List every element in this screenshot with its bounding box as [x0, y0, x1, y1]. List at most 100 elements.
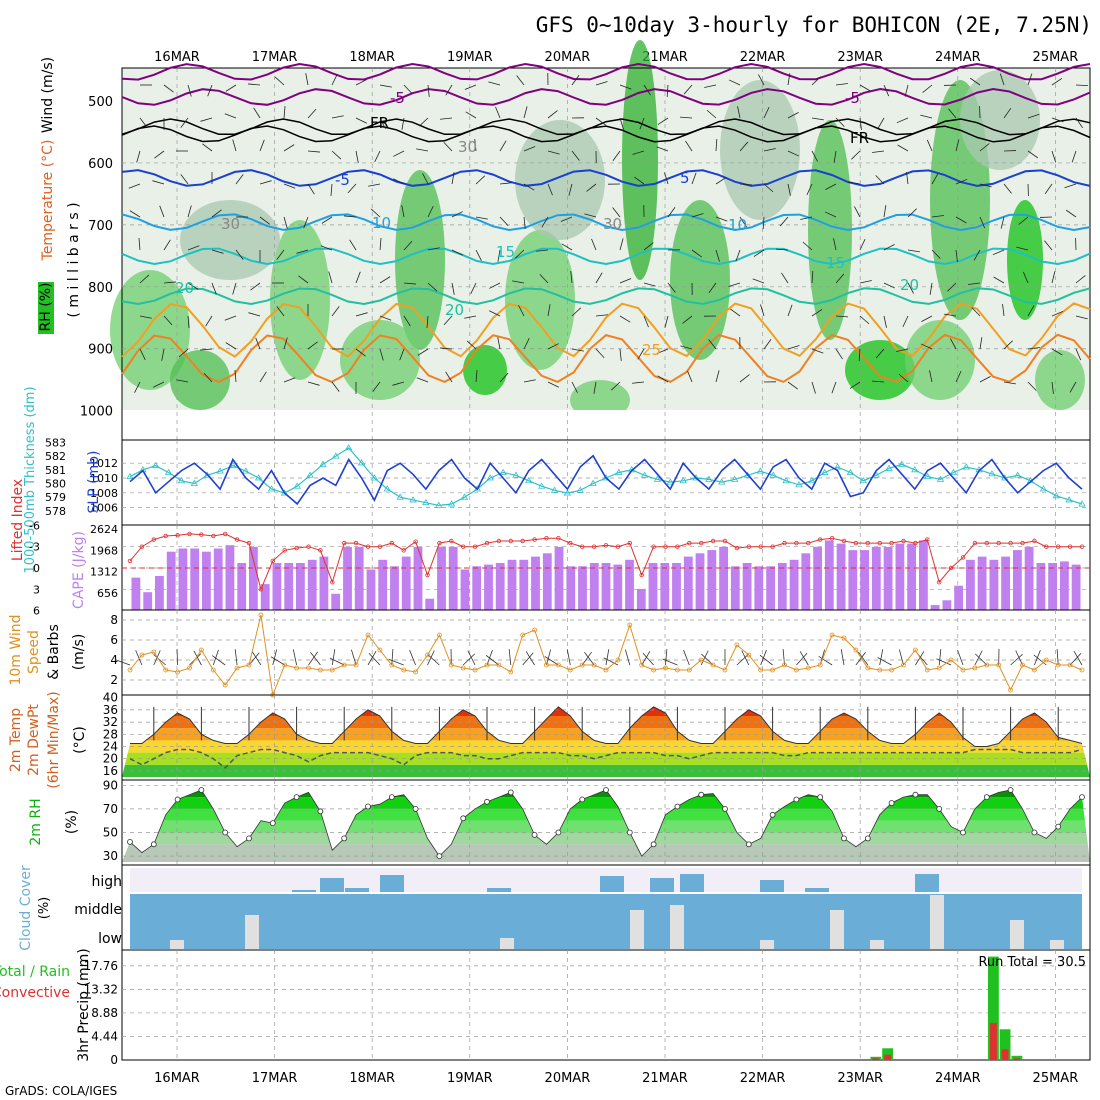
wind-speed-point [306, 665, 311, 671]
wind-barb [462, 653, 475, 666]
wind-barb [811, 348, 824, 354]
thickness-point [447, 500, 456, 507]
wind-barb [546, 649, 552, 666]
wind-speed-point [746, 652, 752, 658]
wind-barb [135, 650, 143, 666]
wind-barb [522, 652, 534, 666]
lifted-index-point [246, 540, 252, 546]
wind-barb [759, 654, 773, 666]
rh-point [127, 839, 133, 845]
thickness-point [1078, 500, 1086, 507]
isotherm-line [121, 169, 1091, 187]
cape-bar [695, 553, 705, 610]
wind-barb [586, 183, 597, 192]
cape-bar [824, 540, 834, 610]
li-tick-label: 6 [33, 605, 40, 618]
wind-barb [1027, 150, 1039, 159]
lifted-index-point [913, 540, 918, 546]
wind-barb [921, 315, 933, 322]
lifted-index-point [948, 565, 954, 571]
wind-tick-label: 2 [110, 673, 118, 687]
wind-barb [451, 172, 455, 185]
wind-barb [708, 339, 717, 350]
lifted-index-point [437, 540, 442, 546]
wind-barb [310, 652, 321, 666]
wind-barb [303, 216, 309, 229]
wind-barb [811, 271, 814, 284]
lifted-index-point [651, 544, 656, 549]
wind-barb [859, 315, 870, 325]
wind-barb [735, 249, 741, 262]
thickness-point [550, 486, 559, 493]
thickness-point [576, 486, 584, 493]
cape-bar [554, 546, 564, 610]
wind-barb [330, 183, 333, 196]
wind-barb [374, 150, 381, 162]
wind-barb [523, 338, 530, 350]
cape-bar [1036, 563, 1046, 610]
wind-speed-point [960, 667, 966, 673]
wind-speed-point [710, 662, 716, 668]
wind-barb [475, 249, 482, 261]
wind-barb [163, 281, 176, 284]
cape-bar [131, 577, 141, 610]
high-cloud-block [487, 888, 511, 892]
thickness-point [1039, 485, 1048, 492]
cape-bar [719, 546, 728, 610]
wind-barb [739, 216, 747, 228]
lifted-index-point [389, 540, 394, 546]
wind-speed-point [508, 669, 514, 675]
rh-shade [905, 320, 975, 400]
convective-bar [1013, 1058, 1021, 1060]
wind-barb [416, 148, 429, 152]
wind-barb [700, 650, 709, 666]
contour-label: 30 [458, 138, 477, 156]
wind-barb [1056, 649, 1059, 666]
thickness-point [383, 485, 392, 492]
rh-point [436, 853, 443, 859]
low-cloud-gap [245, 915, 259, 949]
rh-point [579, 796, 586, 803]
lifted-index-point [699, 540, 704, 546]
wind-barb [307, 108, 317, 119]
wind-barb [610, 381, 621, 391]
date-label-bottom: 21MAR [642, 1071, 688, 1086]
wind-barb [1027, 113, 1040, 119]
wind-barb [950, 338, 957, 350]
cape-bar [460, 569, 470, 610]
wind-barb [270, 656, 285, 666]
wind-barb [1010, 653, 1023, 666]
wind-barb [763, 339, 772, 350]
wind-barb [1003, 183, 1012, 194]
wind-barb [851, 150, 861, 160]
high-cloud-block [680, 874, 704, 892]
wind-barb [379, 84, 392, 88]
cape-bar [390, 566, 399, 610]
wind-barb [825, 183, 837, 190]
rh-point [246, 835, 252, 842]
wind-barb [499, 182, 512, 185]
date-label-bottom: 23MAR [837, 1071, 883, 1086]
low-cloud-gap [1010, 920, 1024, 949]
wind-barb [955, 139, 960, 152]
wind-barb [176, 379, 189, 383]
wind-barb [955, 249, 958, 262]
wind-barb [824, 211, 837, 218]
wind-barb [872, 380, 885, 383]
wind-barb [691, 213, 704, 218]
thickness-point [808, 476, 816, 484]
contour-label: 10 [372, 214, 391, 232]
wind-unit-label: (m/s) [71, 634, 87, 671]
high-cloud-block [345, 888, 369, 892]
wind-barb [451, 211, 463, 218]
wind-speed-point [972, 665, 978, 671]
wind-barb [896, 348, 909, 352]
wind-speed-line [129, 614, 1083, 697]
lifted-index-point [306, 544, 311, 549]
wind-barb [898, 373, 909, 383]
wind-barb [974, 650, 983, 666]
thickness-point [923, 472, 932, 480]
rain-bar [999, 1029, 1011, 1060]
wind-barb [619, 315, 631, 323]
temp-tick-label: 24 [103, 740, 118, 754]
